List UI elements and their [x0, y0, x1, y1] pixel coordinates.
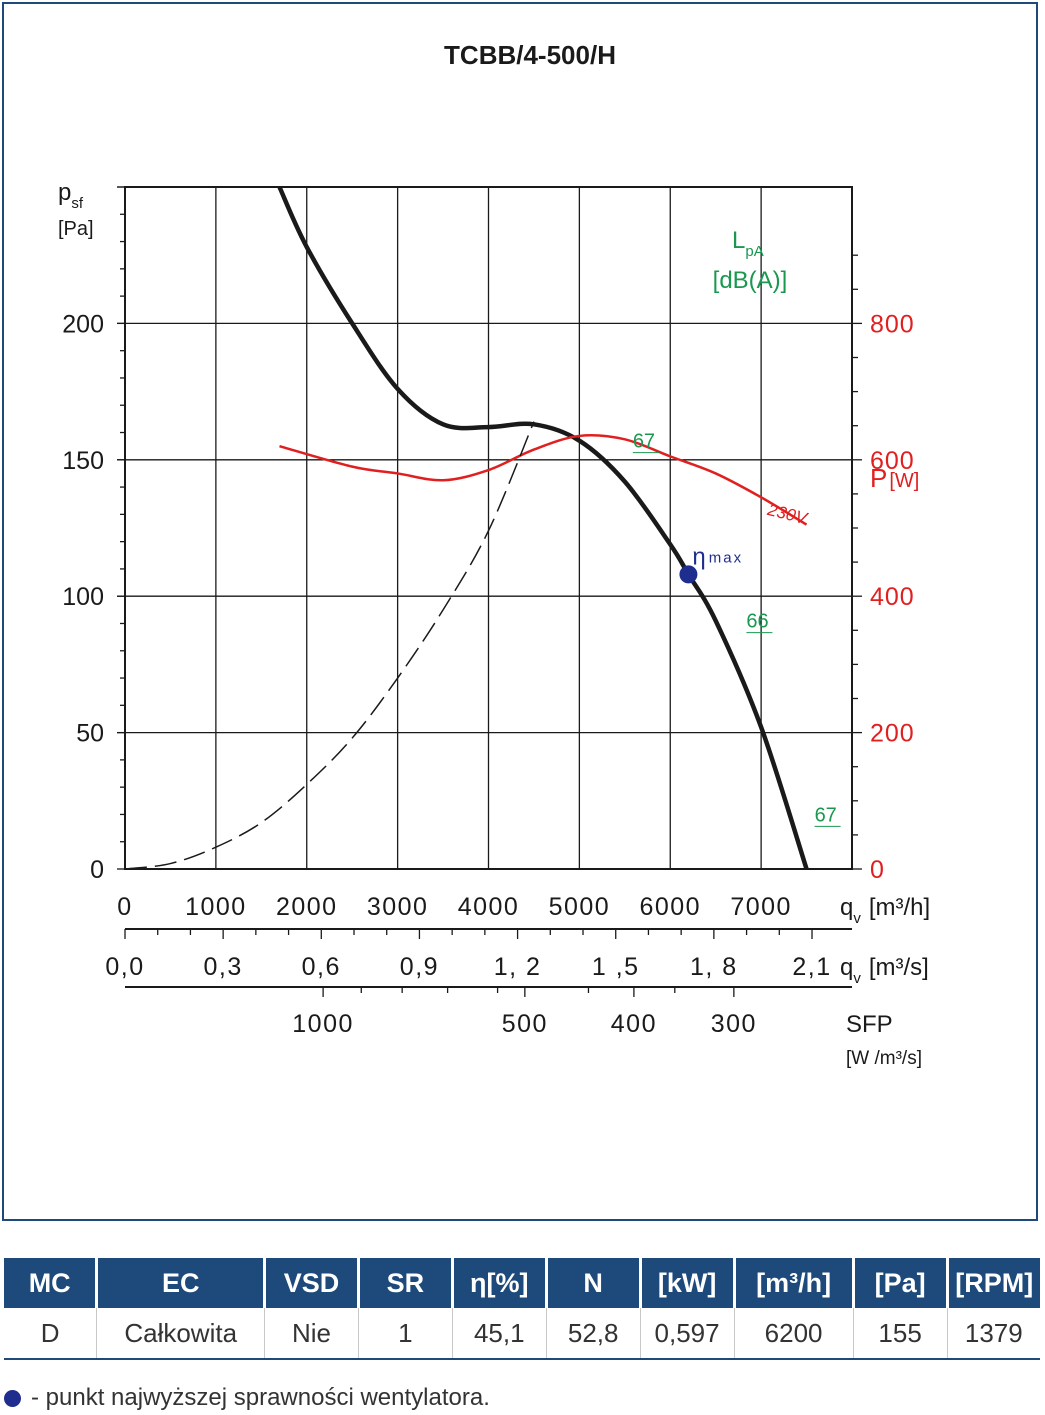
y-axis-label: psf	[58, 179, 84, 212]
noise-value-label: 67	[815, 804, 837, 826]
y2-tick-label: 200	[870, 720, 915, 748]
x-tick-label: 4000	[458, 893, 520, 921]
noise-value-label: 66	[746, 611, 768, 633]
table-header-cell: EC	[95, 1258, 265, 1308]
eta-max-label: η max	[692, 543, 743, 570]
y2-axis-label: P [W]	[870, 463, 919, 493]
table-header-cell: N	[544, 1258, 641, 1308]
table-header-row: MC EC VSD SR η[%] N [kW] [m³/h] [Pa] [RPM]	[4, 1258, 1040, 1308]
y-tick-label: 100	[62, 583, 104, 611]
eta-max-point	[679, 565, 698, 584]
x-tick-label: 7000	[730, 893, 792, 921]
pressure-curve	[277, 186, 809, 870]
x2-tick-label: 1, 8	[690, 953, 738, 981]
x2-axis-label: qv [m³/s]	[840, 954, 929, 987]
x-axis-label: qv [m³/h]	[840, 894, 930, 927]
table-header-cell: VSD	[263, 1258, 359, 1308]
x-tick-label: 1000	[185, 893, 247, 921]
table-cell: 1	[357, 1308, 453, 1360]
table-cell: Całkowita	[96, 1308, 265, 1360]
y-tick-label: 50	[76, 720, 104, 748]
table-cell: 45,1	[451, 1308, 547, 1360]
sfp-unit: [W /m³/s]	[846, 1048, 922, 1069]
table-header-cell: [Pa]	[851, 1258, 948, 1308]
y-tick-label: 200	[62, 310, 104, 338]
sfp-tick-label: 300	[711, 1010, 757, 1038]
footnote-text: - punkt najwyższej sprawności wentylator…	[31, 1384, 490, 1411]
y2-tick-label: 600	[870, 447, 915, 475]
performance-chart: TCBB/4-500/H 230V 67 66 67 η max 0 50 100 150 200…	[58, 40, 930, 1069]
y-axis-unit: [Pa]	[58, 218, 94, 240]
x-tick-label: 3000	[367, 893, 429, 921]
noise-label: LpA	[732, 227, 764, 260]
series-layer: 230V 67 66 67 η max	[124, 186, 841, 870]
y-tick-label: 0	[90, 856, 104, 884]
system-curve-dashed	[124, 421, 535, 870]
eta-max-marker-icon	[4, 1389, 21, 1407]
table-body: D Całkowita Nie 1 45,1 52,8 0,597 6200 155 1379	[4, 1308, 1040, 1360]
chart-title: TCBB/4-500/H	[444, 40, 616, 70]
table-cell: 6200	[733, 1308, 854, 1360]
table-header-cell: [RPM]	[945, 1258, 1040, 1308]
table-cell: D	[4, 1308, 97, 1360]
table-header-cell: MC	[4, 1258, 97, 1308]
x-tick-label: 2000	[276, 893, 338, 921]
sfp-label: SFP	[846, 1011, 893, 1038]
table-header-cell: [m³/h]	[732, 1258, 854, 1308]
x2-tick-label: 0,9	[400, 953, 439, 981]
table-header-cell: [kW]	[638, 1258, 735, 1308]
footnote: - punkt najwyższej sprawności wentylator…	[4, 1384, 490, 1412]
x-tick-label: 6000	[639, 893, 701, 921]
y2-tick-label: 0	[870, 856, 885, 884]
x2-tick-label: 0,6	[302, 953, 341, 981]
y-tick-label: 150	[62, 447, 104, 475]
table-header-cell: SR	[356, 1258, 453, 1308]
x2-tick-label: 1 ,5	[592, 953, 640, 981]
x2-tick-label: 1, 2	[494, 953, 542, 981]
sfp-tick-label: 400	[611, 1010, 657, 1038]
noise-unit: [dB(A)]	[713, 267, 788, 294]
power-curve-230v	[279, 434, 808, 526]
table-cell: 52,8	[545, 1308, 641, 1360]
chart-frame	[2, 2, 1038, 1221]
spec-table: MC EC VSD SR η[%] N [kW] [m³/h] [Pa] [RPM] D Całko…	[4, 1258, 1040, 1360]
x2-tick-label: 2,1	[792, 953, 831, 981]
x-tick-label: 5000	[549, 893, 611, 921]
table-cell: Nie	[264, 1308, 359, 1360]
y2-tick-label: 800	[870, 310, 915, 338]
table-row: D Całkowita Nie 1 45,1 52,8 0,597 6200 155 1379	[4, 1308, 1040, 1360]
y2-tick-label: 400	[870, 583, 915, 611]
noise-value-label: 67	[633, 431, 655, 453]
axes	[117, 186, 862, 997]
table-header-cell: η[%]	[450, 1258, 547, 1308]
sfp-tick-label: 1000	[292, 1010, 354, 1038]
table-cell: 1379	[946, 1308, 1040, 1360]
x2-tick-label: 0,3	[204, 953, 243, 981]
x2-tick-label: 0,0	[105, 953, 144, 981]
table-cell: 155	[852, 1308, 948, 1360]
series-label-230v: 230V	[765, 500, 811, 529]
sfp-tick-label: 500	[502, 1010, 548, 1038]
table-cell: 0,597	[639, 1308, 735, 1360]
x-tick-label: 0	[117, 893, 132, 921]
